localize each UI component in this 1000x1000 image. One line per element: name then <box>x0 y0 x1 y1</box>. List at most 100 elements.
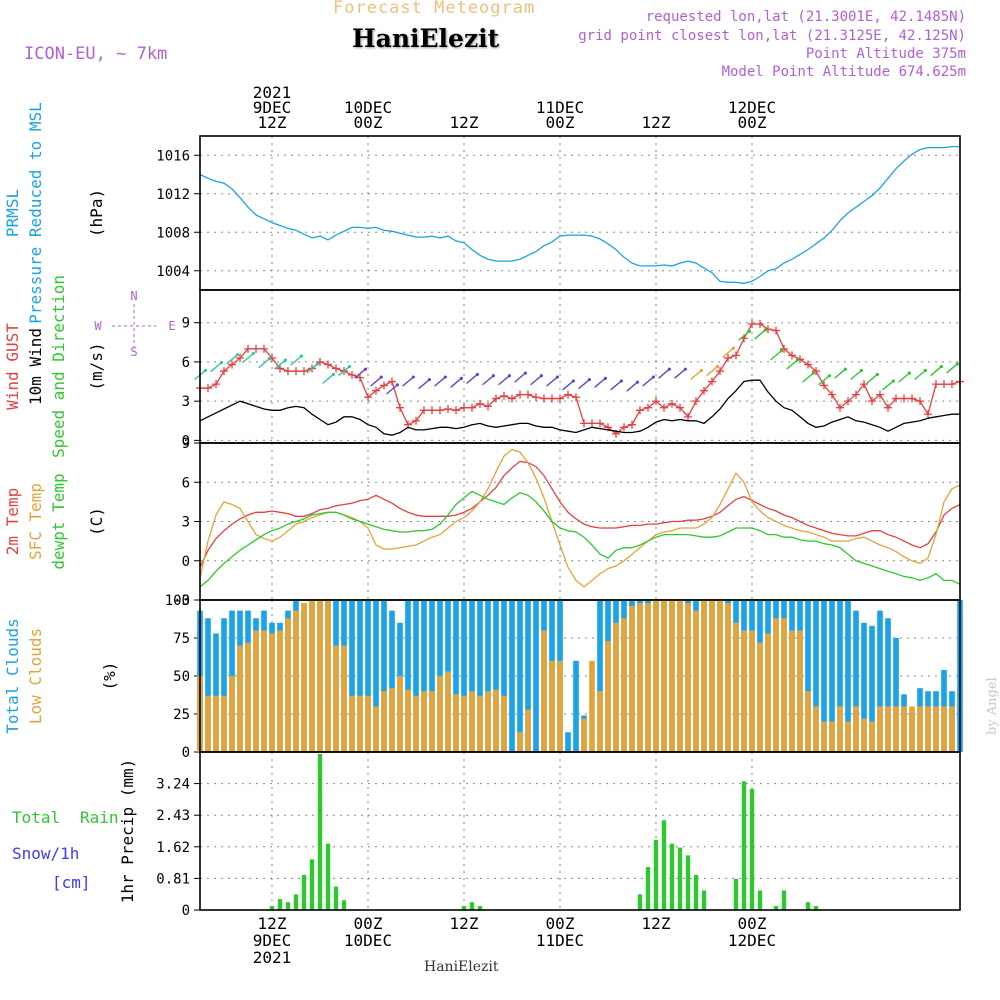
wind-arrow <box>274 359 286 370</box>
gust-marker <box>924 410 932 419</box>
wind-arrow-head <box>267 357 271 361</box>
bar <box>333 886 339 910</box>
gust-marker <box>260 344 268 353</box>
wind-arrow <box>338 366 350 377</box>
time-label-bottom: 12Z <box>642 914 671 933</box>
compass-cross <box>112 304 156 348</box>
gust-marker <box>436 406 444 415</box>
wind-arrow <box>690 369 702 381</box>
bar <box>205 618 211 752</box>
bar <box>509 600 515 752</box>
wind-arrow-head <box>747 329 751 333</box>
bar <box>749 630 755 752</box>
wind-arrow <box>898 372 910 383</box>
bar <box>525 709 531 752</box>
bar <box>477 695 483 752</box>
bar <box>333 645 339 752</box>
bar <box>309 859 315 910</box>
gust-marker <box>748 320 756 328</box>
time-label-top: 12Z <box>450 113 479 132</box>
time-label-top: 00Z <box>738 113 767 132</box>
bar <box>941 706 947 752</box>
gust-marker <box>388 377 396 386</box>
wind-arrow <box>786 359 798 370</box>
bar <box>221 618 227 752</box>
bar <box>581 718 587 752</box>
wind-arrow-head <box>587 378 591 382</box>
wind-arrow <box>466 373 478 384</box>
wind-arrow <box>562 380 574 391</box>
gust-marker <box>732 351 740 360</box>
bar <box>885 706 891 752</box>
wind-arrow-head <box>955 362 959 366</box>
wind-arrow <box>706 366 718 377</box>
wind-arrow-head <box>459 376 463 380</box>
bar <box>861 622 867 752</box>
gust-marker <box>940 380 948 389</box>
gust-marker <box>468 403 476 412</box>
wind-arrow <box>722 347 734 358</box>
bar <box>405 689 411 752</box>
bar <box>661 820 667 910</box>
bar <box>477 906 483 910</box>
wind-arrow <box>242 352 254 364</box>
bar <box>245 642 251 752</box>
gust-marker <box>804 360 812 369</box>
bar <box>797 630 803 752</box>
gust-marker <box>836 403 844 412</box>
bar <box>341 900 347 910</box>
bar <box>845 600 851 752</box>
wind-arrow-head <box>443 375 447 379</box>
side-label: Wind GUST <box>3 323 22 410</box>
wind-arrow <box>930 366 942 377</box>
gust-marker <box>228 360 236 369</box>
wind-arrow-head <box>539 374 543 378</box>
bar <box>877 706 883 752</box>
bar <box>317 600 323 752</box>
gust-marker <box>332 364 340 373</box>
bar <box>813 600 819 752</box>
bar <box>893 706 899 752</box>
bar <box>285 618 291 752</box>
bar <box>725 603 731 752</box>
wind-arrow <box>210 362 222 373</box>
y-tick-label: 3 <box>182 394 190 410</box>
bar <box>301 874 307 910</box>
bar <box>869 625 875 752</box>
y-tick-label: 9 <box>182 316 190 332</box>
gust-marker <box>580 419 588 428</box>
gust-marker <box>492 394 500 403</box>
bar <box>645 867 651 910</box>
bar <box>781 890 787 910</box>
time-label-top: 10DEC <box>344 98 392 117</box>
time-label-top: 12DEC <box>728 98 776 117</box>
gust-marker <box>548 394 556 403</box>
forecast-meteogram-title: Forecast Meteogram <box>333 0 536 18</box>
footer-station: HaniElezit <box>424 959 499 975</box>
gust-marker <box>820 381 828 390</box>
wind-arrow <box>354 368 366 379</box>
gust-marker <box>684 412 692 421</box>
bar <box>773 906 779 910</box>
bar <box>613 622 619 752</box>
gust-marker <box>372 386 380 395</box>
wind-arrow <box>434 376 446 387</box>
gust-marker <box>700 386 708 395</box>
wind-arrow-head <box>251 351 255 356</box>
precip-legend: Snow/1h <box>12 844 79 863</box>
time-label-top: 00Z <box>546 113 575 132</box>
gust-marker <box>500 391 508 400</box>
wind-arrow <box>626 381 638 392</box>
bar <box>837 706 843 752</box>
wind-arrow <box>450 377 462 388</box>
wind-arrow-head <box>843 367 847 371</box>
y-tick-label: 1008 <box>156 225 190 241</box>
series-line <box>199 448 961 588</box>
y-tick-label: 9 <box>182 436 190 452</box>
bar <box>837 600 843 752</box>
bar <box>933 706 939 752</box>
wind-arrow-head <box>491 374 495 378</box>
gust-marker <box>828 390 836 399</box>
gust-marker <box>756 320 764 328</box>
bar <box>733 622 739 752</box>
